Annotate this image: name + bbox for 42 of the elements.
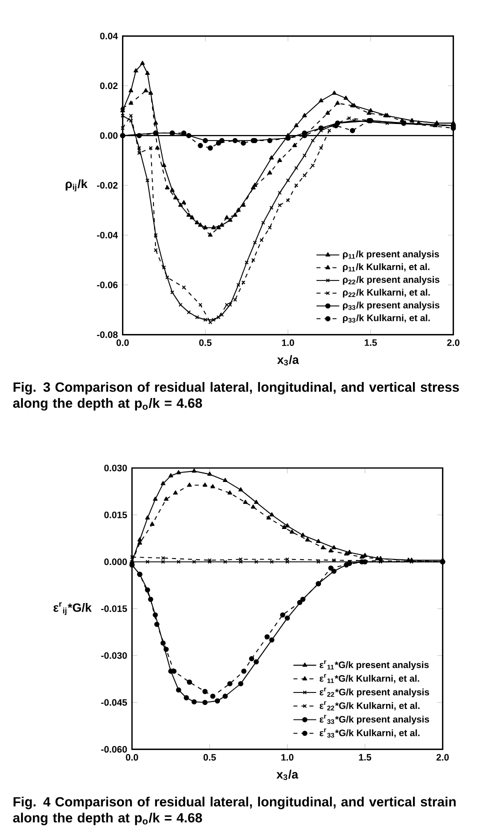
x-tick-label: 1.5 [364,339,377,346]
x-tick-label: 2.0 [436,754,449,761]
text: Fig. 3 Comparison of residual lateral, longitudinal, and vertical stress along the depth at p$_{o}$/k = 4.68 [13,382,459,411]
y-tick-label: -0.08 [97,331,118,338]
y-tick-label: 0.015 [104,512,128,518]
y-tick-label: 0.00 [100,132,118,139]
x-tick-label: 2.0 [447,339,460,346]
legend-label: ε$^{r}$$_{11}$*G/k present analysis [320,660,429,670]
legend-label: ρ$_{11}$/k present analysis [342,250,440,260]
legend-label: ε$^{r}$$_{22}$*G/k Kulkarni, et al. [320,701,420,710]
y-tick-label: -0.06 [97,282,118,288]
legend-label: ρ$_{22}$/k Kulkarni, et al. [342,288,430,298]
x-tick-label: 0.0 [126,754,138,761]
y-tick-label: -0.02 [97,182,118,189]
x-tick-label: 1.0 [281,754,294,761]
legend-label: ε$^{r}$$_{33}$*G/k present analysis [320,714,430,724]
y-tick-label: -0.045 [101,699,128,706]
x-tick-label: 0.5 [204,754,216,761]
y-tick-label: -0.015 [101,605,128,612]
legend-label: ε$^{r}$$_{11}$*G/k Kulkarni, et al. [320,674,420,684]
legend-label: ρ$_{33}$/k present analysis [342,302,440,310]
x-axis-title: x$_{3}$/a [277,355,299,366]
x-tick-label: 1.0 [282,339,294,346]
x-tick-label: 0.5 [199,339,212,346]
x-axis-title: x$_{3}$/a [276,770,298,780]
y-tick-label: -0.030 [101,652,127,659]
legend-label: ε$^{r}$$_{33}$*G/k Kulkarni, et al. [320,728,420,738]
legend-label: ρ$_{22}$/k present analysis [342,276,440,285]
y-tick-label: 0.000 [104,558,127,566]
y-axis-title: ε$^{r}$$_{ij}$*G/k [54,602,92,616]
y-tick-label: 0.030 [104,464,127,472]
y-tick-label: -0.04 [97,232,118,238]
y-tick-label: -0.060 [101,746,127,753]
y-tick-label: 0.02 [100,82,118,90]
y-axis-title: ρ$_{ij}$/k [66,179,88,192]
legend-label: ρ$_{11}$/k Kulkarni, et al. [342,263,430,272]
legend-label: ε$^{r}$$_{22}$*G/k present analysis [320,688,430,698]
text: Fig. 4 Comparison of residual lateral, longitudinal, and vertical strain along the depth at p$_{o}$/k = 4.68 [13,796,456,826]
x-tick-label: 1.5 [359,754,372,761]
legend-label: ρ$_{33}$/k Kulkarni, et al. [342,314,430,324]
x-tick-label: 0.0 [116,339,129,346]
y-tick-label: 0.04 [100,32,118,40]
